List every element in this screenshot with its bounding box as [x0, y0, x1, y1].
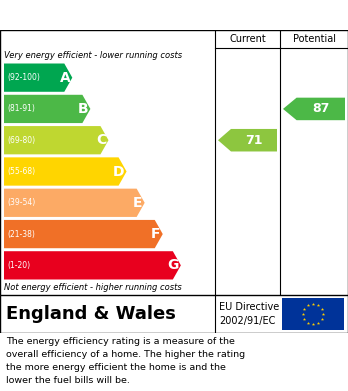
- Text: Energy Efficiency Rating: Energy Efficiency Rating: [10, 7, 220, 23]
- Text: The energy efficiency rating is a measure of the
overall efficiency of a home. T: The energy efficiency rating is a measur…: [6, 337, 245, 385]
- Text: (69-80): (69-80): [7, 136, 35, 145]
- Text: C: C: [96, 133, 106, 147]
- Polygon shape: [4, 188, 145, 217]
- Text: F: F: [151, 227, 161, 241]
- Polygon shape: [218, 129, 277, 151]
- Text: E: E: [133, 196, 143, 210]
- Polygon shape: [283, 98, 345, 120]
- Text: (55-68): (55-68): [7, 167, 35, 176]
- Text: G: G: [167, 258, 179, 273]
- Text: B: B: [78, 102, 88, 116]
- Polygon shape: [4, 126, 109, 154]
- Text: (39-54): (39-54): [7, 198, 35, 207]
- Text: (81-91): (81-91): [7, 104, 35, 113]
- Text: Very energy efficient - lower running costs: Very energy efficient - lower running co…: [4, 50, 182, 59]
- Text: Potential: Potential: [293, 34, 335, 44]
- Text: 87: 87: [312, 102, 330, 115]
- Bar: [282, 298, 344, 330]
- Polygon shape: [4, 63, 72, 92]
- Text: (92-100): (92-100): [7, 73, 40, 82]
- Text: Current: Current: [229, 34, 266, 44]
- Text: EU Directive
2002/91/EC: EU Directive 2002/91/EC: [219, 302, 279, 326]
- Text: England & Wales: England & Wales: [6, 305, 176, 323]
- Polygon shape: [4, 157, 127, 186]
- Text: A: A: [60, 71, 70, 84]
- Polygon shape: [4, 251, 181, 280]
- Text: (1-20): (1-20): [7, 261, 30, 270]
- Text: 71: 71: [245, 134, 263, 147]
- Text: Not energy efficient - higher running costs: Not energy efficient - higher running co…: [4, 283, 182, 292]
- Text: D: D: [113, 165, 125, 179]
- Text: (21-38): (21-38): [7, 230, 35, 239]
- Polygon shape: [4, 220, 163, 248]
- Polygon shape: [4, 95, 90, 123]
